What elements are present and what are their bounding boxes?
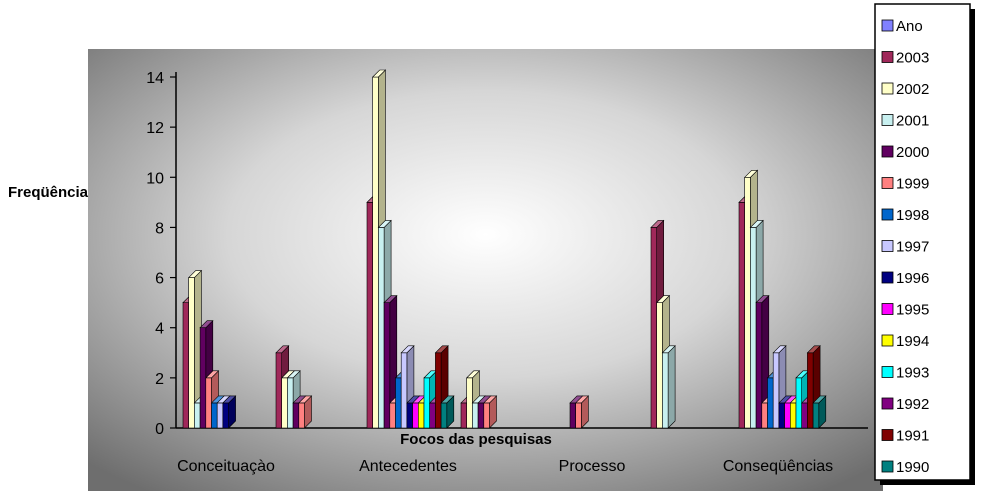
y-axis-title: Freqüência bbox=[8, 184, 89, 201]
legend-entry: 1996 bbox=[881, 270, 929, 287]
legend-label: 2003 bbox=[896, 50, 929, 67]
legend-label: 2001 bbox=[896, 113, 929, 130]
legend-swatch bbox=[881, 460, 894, 473]
legend-entry: 1998 bbox=[881, 207, 929, 224]
legend-entry: 2002 bbox=[881, 81, 929, 98]
y-tick-label: 12 bbox=[146, 120, 164, 137]
legend-swatch bbox=[881, 177, 894, 189]
y-tick-label: 10 bbox=[146, 170, 164, 187]
y-tick-label: 2 bbox=[155, 371, 164, 388]
bar bbox=[812, 395, 827, 429]
legend-label: 1994 bbox=[896, 333, 929, 350]
legend-items: Ano 2003 2002 2001 2000 1999 1998 1997 1996 1995 1… bbox=[881, 18, 929, 476]
bar bbox=[440, 395, 455, 429]
bars bbox=[182, 69, 827, 429]
legend-swatch bbox=[881, 114, 894, 126]
legend-swatch bbox=[881, 208, 894, 221]
legend-label: 1991 bbox=[896, 428, 929, 445]
y-tick-label: 14 bbox=[146, 70, 164, 87]
legend-entry: 1997 bbox=[881, 239, 929, 256]
bar bbox=[661, 345, 676, 429]
legend-label: 1996 bbox=[896, 270, 929, 287]
legend-label: 1990 bbox=[896, 459, 929, 476]
legend-swatch bbox=[881, 51, 894, 63]
legend-entry: 1994 bbox=[881, 333, 929, 350]
x-tick-label: Conceituaçào bbox=[177, 458, 275, 475]
legend-label: 1992 bbox=[896, 396, 929, 413]
legend-swatch bbox=[881, 429, 894, 441]
legend-swatch bbox=[881, 82, 894, 95]
legend-swatch bbox=[881, 303, 894, 315]
legend-label: 1997 bbox=[896, 239, 929, 256]
x-tick-label: Conseqüências bbox=[723, 458, 833, 475]
x-tick-label: Processo bbox=[559, 458, 626, 475]
y-tick-label: 6 bbox=[155, 271, 164, 288]
legend-entry: 1992 bbox=[881, 396, 929, 413]
legend-entry: Ano bbox=[881, 18, 923, 35]
legend: Ano 2003 2002 2001 2000 1999 1998 1997 1996 1995 1… bbox=[874, 3, 975, 485]
legend-label: Ano bbox=[896, 18, 923, 35]
bar bbox=[574, 395, 590, 429]
legend-swatch bbox=[881, 19, 894, 32]
bar bbox=[222, 395, 237, 429]
y-tick-label: 0 bbox=[155, 421, 164, 438]
category-labels: Conceituaçào Antecedentes Processo Conseqüê… bbox=[177, 458, 833, 475]
legend-entry: 2001 bbox=[881, 113, 929, 130]
legend-entry: 1993 bbox=[881, 365, 929, 382]
y-tick-label: 4 bbox=[155, 321, 164, 338]
bar bbox=[187, 269, 203, 429]
x-axis-title: Focos das pesquisas bbox=[400, 431, 552, 448]
bar bbox=[483, 395, 498, 429]
bar bbox=[755, 294, 770, 429]
legend-entry: 2003 bbox=[881, 50, 929, 67]
legend-entry: 2000 bbox=[881, 144, 929, 161]
x-tick-label: Antecedentes bbox=[359, 458, 457, 475]
legend-label: 1999 bbox=[896, 176, 929, 193]
legend-swatch bbox=[881, 334, 894, 347]
legend-entry: 1995 bbox=[881, 302, 929, 319]
legend-entry: 1999 bbox=[881, 176, 929, 193]
legend-swatch bbox=[881, 397, 894, 410]
legend-swatch bbox=[881, 240, 894, 252]
legend-label: 2000 bbox=[896, 144, 929, 161]
legend-swatch bbox=[881, 271, 894, 284]
legend-label: 1995 bbox=[896, 302, 929, 319]
legend-label: 2002 bbox=[896, 81, 929, 98]
y-tick-label: 8 bbox=[155, 220, 164, 237]
legend-swatch bbox=[881, 145, 894, 158]
legend-label: 1998 bbox=[896, 207, 929, 224]
y-ticks: 0 2 4 6 8 10 12 14 bbox=[146, 70, 176, 438]
legend-label: 1993 bbox=[896, 365, 929, 382]
legend-swatch bbox=[881, 366, 894, 378]
legend-entry: 1991 bbox=[881, 428, 929, 445]
legend-entry: 1990 bbox=[881, 459, 929, 476]
bar bbox=[298, 395, 313, 429]
